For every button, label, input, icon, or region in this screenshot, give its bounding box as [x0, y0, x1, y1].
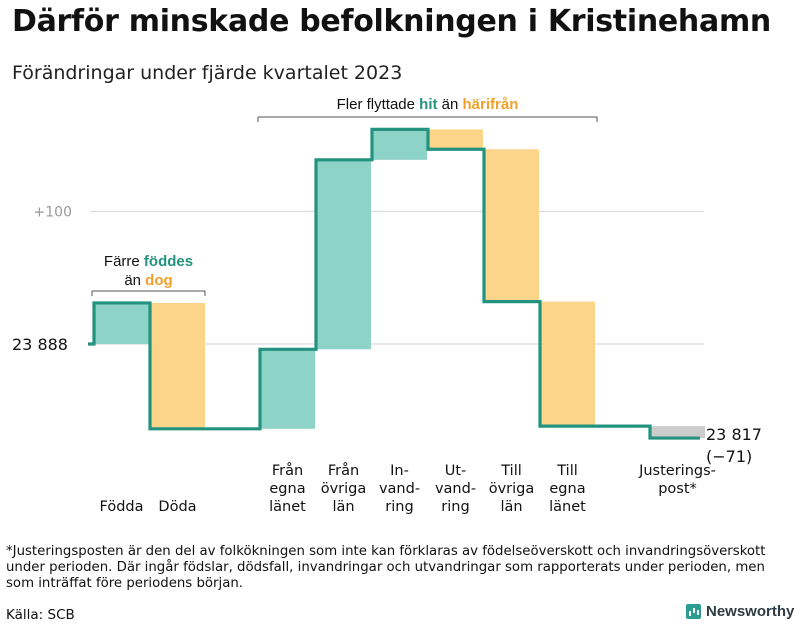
cumulative-line — [88, 127, 700, 440]
start-value-label: 23 888 — [12, 335, 68, 354]
category-label-line: länet — [269, 499, 306, 515]
category-label-line: länet — [549, 499, 586, 515]
chart-subtitle: Förändringar under fjärde kvartalet 2023 — [12, 62, 403, 84]
category-label-7: Till egna länet — [549, 463, 586, 515]
footnote: *Justeringsposten är den del av folkökni… — [6, 544, 766, 591]
bar-2 — [260, 349, 315, 429]
category-label-3: Från övriga län — [321, 462, 367, 515]
annotation-highlight-dog: dog — [145, 272, 173, 289]
category-label-line: övriga — [321, 481, 367, 497]
bar-6 — [484, 149, 539, 302]
category-label-line: Till — [500, 463, 522, 479]
category-label-line: post* — [658, 481, 697, 497]
category-label-line: In- — [390, 463, 409, 479]
category-label-line: Från — [328, 462, 359, 479]
annotation-text: än — [124, 272, 145, 289]
category-label-line: Döda — [158, 499, 196, 515]
category-label-line: egna — [549, 481, 585, 497]
category-label-5: Ut-vand-ring — [435, 463, 476, 515]
bar-chart-icon — [686, 604, 701, 619]
annotation-highlight-hit: hit — [419, 96, 437, 113]
birth-annotation-line2: än dog — [124, 272, 172, 289]
category-label-line: egna — [269, 481, 305, 497]
category-label-line: övriga — [489, 481, 535, 497]
end-change-label: (−71) — [706, 447, 752, 466]
category-label-line: län — [332, 499, 354, 515]
newsworthy-logo[interactable]: Newsworthy — [686, 603, 794, 620]
birth-annotation-line1: Färre föddes — [104, 253, 193, 270]
category-label-line: Till — [556, 463, 578, 479]
category-label-line: Från — [272, 462, 303, 479]
y-tick-label: +100 — [34, 205, 72, 221]
migration-annotation: Fler flyttade hit än härifrån — [337, 96, 519, 113]
bar-3 — [316, 159, 371, 350]
category-label-6: Till övriga län — [489, 463, 535, 515]
waterfall-chart: +100 23 888 23 817 (−71) Födda Döda Från egna lä… — [12, 96, 762, 515]
category-label-2: Från egna länet — [269, 462, 306, 515]
brand-name: Newsworthy — [706, 603, 795, 620]
chart-title: Därför minskade befolkningen i Kristineh… — [12, 4, 771, 39]
category-label-line: ring — [441, 499, 469, 515]
annotation-highlight-harifran: härifrån — [463, 96, 519, 113]
bar-5 — [428, 129, 483, 150]
annotation-highlight-fodda: föddes — [144, 253, 193, 270]
bar-8 — [650, 426, 705, 439]
category-label-line: Ut- — [445, 463, 467, 479]
category-label-line: ring — [385, 499, 413, 515]
category-label-4: In-vand-ring — [379, 463, 420, 515]
bar-0 — [94, 302, 149, 344]
category-label-line: Födda — [100, 499, 144, 515]
end-value-label: 23 817 — [706, 425, 762, 444]
category-label-line: vand- — [435, 481, 476, 497]
category-label-line: vand- — [379, 481, 420, 497]
category-label-8: Justerings-post* — [638, 463, 716, 497]
category-label-line: län — [500, 499, 522, 515]
annotation-text: Fler flyttade — [337, 96, 420, 113]
category-label-1: Döda — [158, 499, 196, 515]
bar-7 — [540, 301, 595, 427]
annotation-text: än — [437, 96, 462, 113]
category-label-0: Födda — [100, 499, 144, 515]
bar-4 — [372, 129, 427, 160]
bar-1 — [150, 302, 205, 429]
annotation-text: Färre — [104, 253, 144, 270]
source-label: Källa: SCB — [6, 607, 75, 623]
category-label-line: Justerings- — [638, 463, 716, 479]
